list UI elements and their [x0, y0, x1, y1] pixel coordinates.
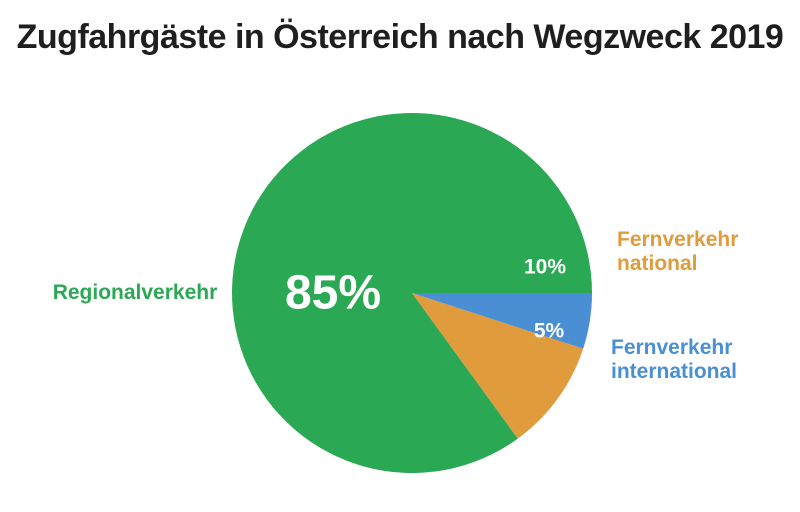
slice-value-label: 85% [285, 267, 381, 320]
pie-slice-fernverkehr-international [412, 293, 592, 349]
slice-value-label: 10% [524, 256, 566, 279]
chart-title: Zugfahrgäste in Österreich nach Wegzweck… [16, 18, 784, 56]
slice-name-label: Fernverkehr international [611, 336, 737, 383]
slice-value-label: 5% [534, 320, 565, 343]
slice-name-label: Regionalverkehr [53, 281, 218, 304]
pie-slice-fernverkehr-national [412, 293, 584, 439]
pie-slice-regionalverkehr [232, 112, 592, 473]
slice-name-label: Fernverkehr national [617, 228, 738, 275]
